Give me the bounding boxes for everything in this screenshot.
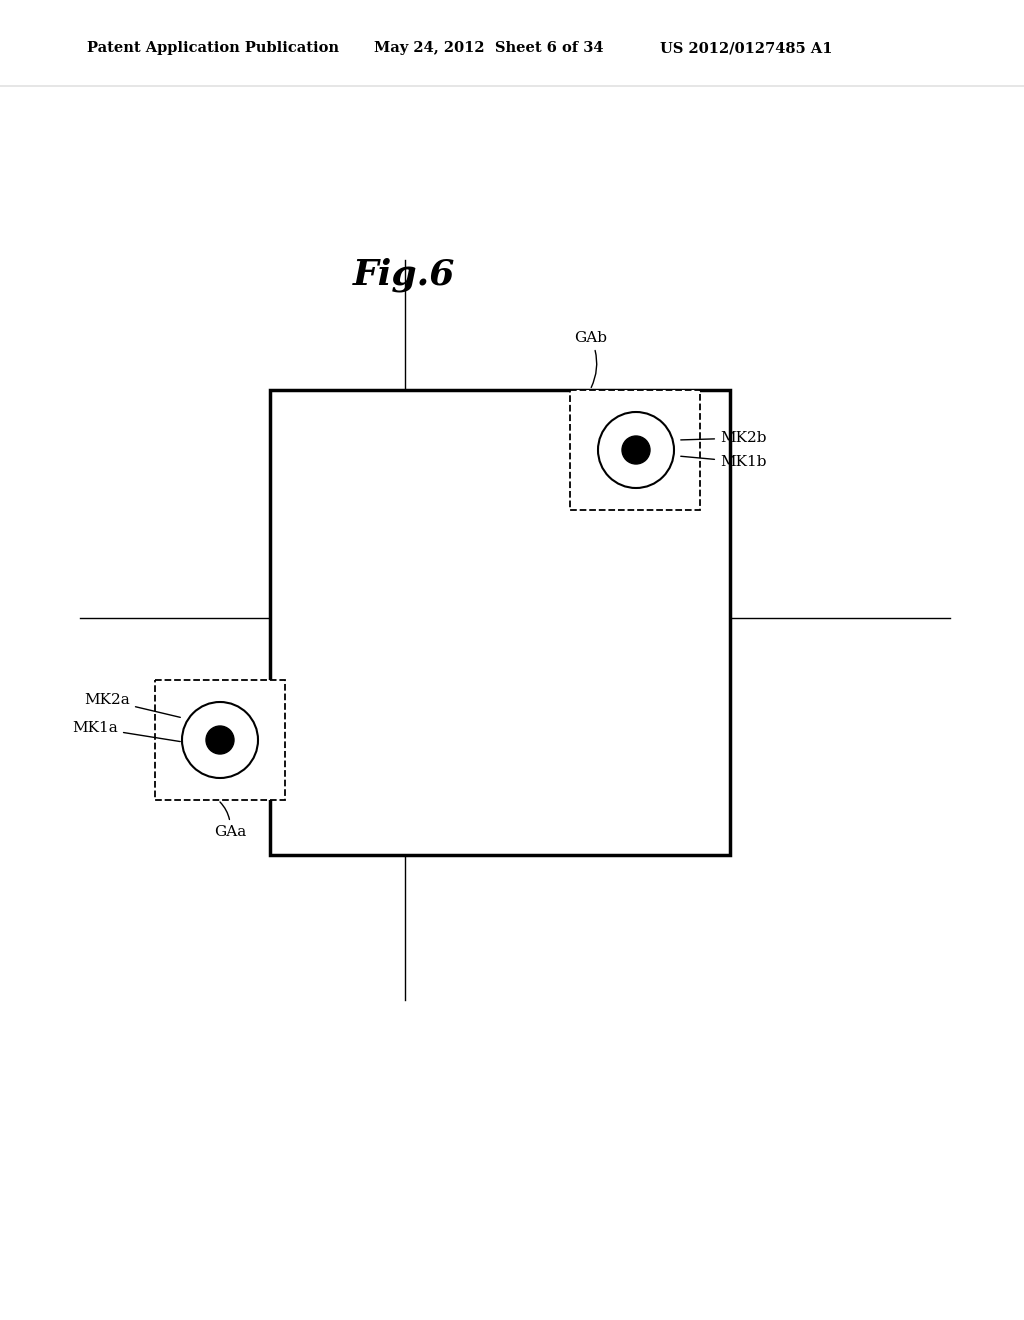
- Text: GAa: GAa: [214, 803, 246, 840]
- Circle shape: [182, 702, 258, 777]
- Bar: [570, 389, 700, 510]
- Text: Fig.6: Fig.6: [353, 257, 456, 292]
- Bar: [155, 680, 285, 800]
- Bar: [270, 389, 730, 855]
- Text: Patent Application Publication: Patent Application Publication: [87, 41, 339, 55]
- Text: MK2a: MK2a: [84, 693, 180, 717]
- Text: MK2b: MK2b: [681, 432, 767, 445]
- Text: May 24, 2012  Sheet 6 of 34: May 24, 2012 Sheet 6 of 34: [374, 41, 603, 55]
- Circle shape: [622, 436, 650, 465]
- Text: MK1a: MK1a: [73, 721, 180, 742]
- Text: US 2012/0127485 A1: US 2012/0127485 A1: [660, 41, 833, 55]
- Circle shape: [598, 412, 674, 488]
- Circle shape: [206, 726, 234, 754]
- Text: MK1b: MK1b: [681, 455, 767, 469]
- Text: GAb: GAb: [574, 331, 607, 388]
